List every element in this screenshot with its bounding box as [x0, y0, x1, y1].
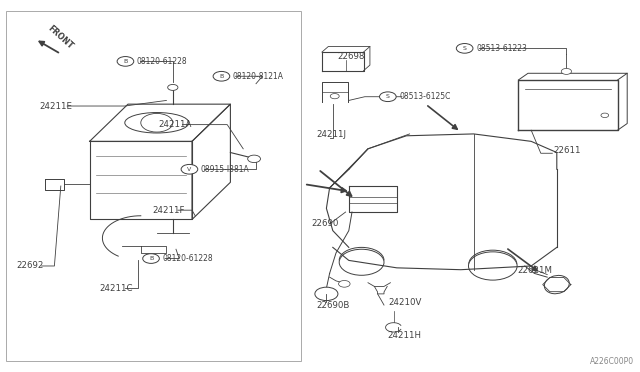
Circle shape — [248, 155, 260, 163]
Circle shape — [456, 44, 473, 53]
Text: 22698: 22698 — [337, 52, 365, 61]
Text: B: B — [149, 256, 153, 261]
Text: 22690B: 22690B — [316, 301, 349, 310]
Text: 22621M: 22621M — [517, 266, 552, 275]
Text: B: B — [124, 59, 127, 64]
Text: 24211E: 24211E — [40, 102, 73, 110]
Polygon shape — [192, 104, 230, 219]
Circle shape — [330, 94, 339, 99]
Text: 24211C: 24211C — [99, 284, 132, 293]
Text: 22692: 22692 — [16, 262, 44, 270]
Text: 24211H: 24211H — [387, 331, 421, 340]
Text: S: S — [463, 46, 467, 51]
Bar — [6, 11, 301, 361]
Text: 08513-61223: 08513-61223 — [476, 44, 527, 53]
Circle shape — [117, 57, 134, 66]
Polygon shape — [322, 52, 364, 71]
Text: 08120-61228: 08120-61228 — [137, 57, 188, 66]
Text: 08915-I381A: 08915-I381A — [201, 165, 250, 174]
Circle shape — [339, 249, 384, 275]
Text: S: S — [386, 94, 390, 99]
Text: 24211J: 24211J — [317, 130, 347, 139]
Circle shape — [315, 287, 338, 301]
Polygon shape — [90, 104, 230, 141]
Text: 24211F: 24211F — [152, 206, 185, 215]
Circle shape — [143, 254, 159, 263]
Text: A226C00P0: A226C00P0 — [589, 357, 634, 366]
Text: 24211A: 24211A — [159, 120, 192, 129]
Text: 08120-8121A: 08120-8121A — [233, 72, 284, 81]
Polygon shape — [349, 186, 397, 212]
Circle shape — [339, 280, 350, 287]
Circle shape — [561, 68, 572, 74]
Circle shape — [168, 84, 178, 90]
Circle shape — [181, 164, 198, 174]
Text: FRONT: FRONT — [47, 24, 75, 51]
Text: 08513-6125C: 08513-6125C — [399, 92, 451, 101]
Text: 22690: 22690 — [312, 219, 339, 228]
Text: V: V — [188, 167, 191, 172]
Circle shape — [601, 113, 609, 118]
Circle shape — [213, 71, 230, 81]
Circle shape — [468, 252, 517, 280]
Circle shape — [141, 113, 173, 132]
Text: 08120-61228: 08120-61228 — [163, 254, 213, 263]
Text: B: B — [220, 74, 223, 79]
Ellipse shape — [545, 275, 569, 294]
Ellipse shape — [125, 112, 189, 133]
Circle shape — [380, 92, 396, 102]
Text: 22611: 22611 — [554, 146, 581, 155]
Text: 24210V: 24210V — [388, 298, 422, 307]
Polygon shape — [90, 141, 192, 219]
Polygon shape — [518, 80, 618, 130]
